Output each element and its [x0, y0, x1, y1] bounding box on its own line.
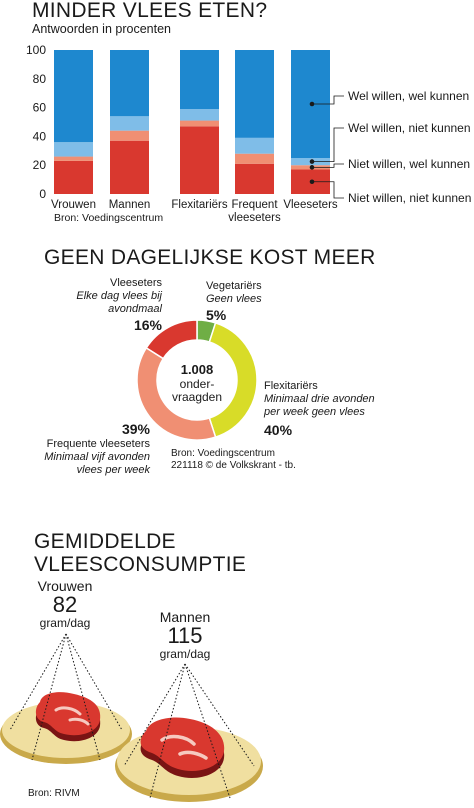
slice-label-frequente: 39% Frequente vleeseters Minimaal vijf a…	[40, 420, 150, 477]
bar-segment	[235, 153, 274, 164]
section3-title: GEMIDDELDE VLEESCONSUMPTIE	[34, 530, 246, 576]
right-steak-icon	[140, 717, 225, 778]
scale-illustration: Bron: RIVM	[0, 633, 263, 802]
x-tick-label: Mannen	[109, 199, 151, 211]
y-tick-label: 40	[33, 129, 47, 143]
donut-center-label-1: onder-	[180, 377, 215, 391]
men-unit: gram/dag	[159, 647, 211, 661]
legend-label: Wel willen, niet kunnen	[348, 121, 471, 135]
men-label: Mannen	[159, 609, 211, 625]
bar-segment	[110, 116, 149, 131]
slice-label-vegetariers: Vegetariërs Geen vlees 5%	[206, 280, 296, 324]
title-line-2: VLEESCONSUMPTIE	[34, 553, 247, 576]
bar-segment	[54, 160, 93, 194]
chart1-subtitle: Antwoorden in procenten	[32, 22, 171, 36]
slice-label-vleeseters: Vleeseters Elke dag vlees bij avondmaal …	[60, 277, 162, 334]
slice-desc-1: Minimaal vijf avonden	[44, 451, 150, 463]
women-block: Vrouwen 82 gram/dag	[30, 578, 100, 630]
bar-segment	[180, 109, 219, 121]
y-tick-label: 60	[33, 101, 47, 115]
source-line-1: Bron: Voedingscentrum	[171, 448, 275, 459]
x-tick-label: Flexitariërs	[171, 199, 227, 211]
slice-pct: 16%	[133, 317, 162, 333]
stacked-bar-chart: 0 20 40 60 80 100 Vrouwen Mannen Flexitariërs Fr…	[26, 43, 471, 224]
donut-chart: 1.008 onder- vraagden	[136, 319, 258, 441]
slice-desc-2: vlees per week	[76, 464, 150, 476]
slice-desc-1: Elke dag vlees bij	[76, 290, 162, 302]
source-line-2: 221118 © de Volkskrant - tb.	[171, 460, 296, 471]
chart2-source: Bron: Voedingscentrum 221118 © de Volksk…	[171, 448, 296, 472]
slice-name: Vleeseters	[110, 277, 162, 289]
legend-leader	[312, 163, 344, 168]
slice-name: Vegetariërs	[206, 280, 262, 292]
donut-hole	[159, 342, 235, 418]
chart2-title: GEEN DAGELIJKSE KOST MEER	[44, 246, 376, 269]
women-label: Vrouwen	[37, 578, 93, 594]
slice-name: Frequente vleeseters	[46, 438, 150, 450]
bar-segment	[110, 140, 149, 194]
legend-label: Niet willen, niet kunnen	[348, 191, 471, 205]
section3-source: Bron: RIVM	[28, 788, 80, 799]
bar-segment	[54, 156, 93, 161]
slice-desc-2: per week geen vlees	[264, 406, 365, 418]
y-tick-label: 20	[33, 158, 47, 172]
slice-desc-1: Minimaal drie avonden	[264, 393, 375, 405]
bar-segment	[235, 50, 274, 138]
bar-segment	[180, 50, 219, 110]
legend-label: Wel willen, wel kunnen	[348, 89, 469, 103]
bar-segment	[235, 163, 274, 194]
chart1-title: MINDER VLEES ETEN?	[32, 0, 268, 22]
slice-pct: 40%	[264, 422, 293, 438]
women-unit: gram/dag	[39, 616, 91, 630]
donut-center-label-2: vraagden	[172, 390, 222, 404]
slice-desc-1: Geen vlees	[206, 293, 262, 305]
donut-slice	[145, 319, 198, 360]
title-line-1: GEMIDDELDE	[34, 530, 176, 553]
legend-leader	[312, 127, 344, 162]
women-value: 82	[52, 592, 78, 617]
bar-segment	[54, 142, 93, 157]
y-tick-label: 100	[26, 43, 46, 57]
legend-leader	[312, 181, 344, 199]
bar-segment	[110, 130, 149, 141]
slice-name: Flexitariërs	[264, 380, 318, 392]
men-block: Mannen 115 gram/dag	[150, 609, 220, 661]
x-tick-label: Vleeseters	[283, 199, 338, 211]
y-tick-label: 0	[39, 187, 46, 201]
donut-center-value: 1.008	[181, 362, 214, 377]
slice-pct: 5%	[206, 307, 227, 323]
bar-segment	[54, 50, 93, 143]
bar-segment	[180, 120, 219, 127]
x-tick-label: Vrouwen	[51, 199, 96, 211]
legend-label: Niet willen, wel kunnen	[348, 157, 470, 171]
slice-label-flexitariers: Flexitariërs Minimaal drie avonden per w…	[264, 380, 404, 439]
men-value: 115	[167, 623, 203, 648]
y-tick-label: 80	[33, 72, 47, 86]
bar-segment	[235, 137, 274, 154]
bar-segment	[110, 50, 149, 117]
legend-leader	[312, 95, 344, 105]
slice-desc-2: avondmaal	[108, 303, 162, 315]
slice-pct: 39%	[121, 421, 150, 437]
chart1-source: Bron: Voedingscentrum	[54, 212, 163, 224]
x-tick-label: Frequent vleeseters	[228, 199, 281, 224]
scale-strings	[9, 633, 255, 799]
bar-segment	[180, 126, 219, 194]
